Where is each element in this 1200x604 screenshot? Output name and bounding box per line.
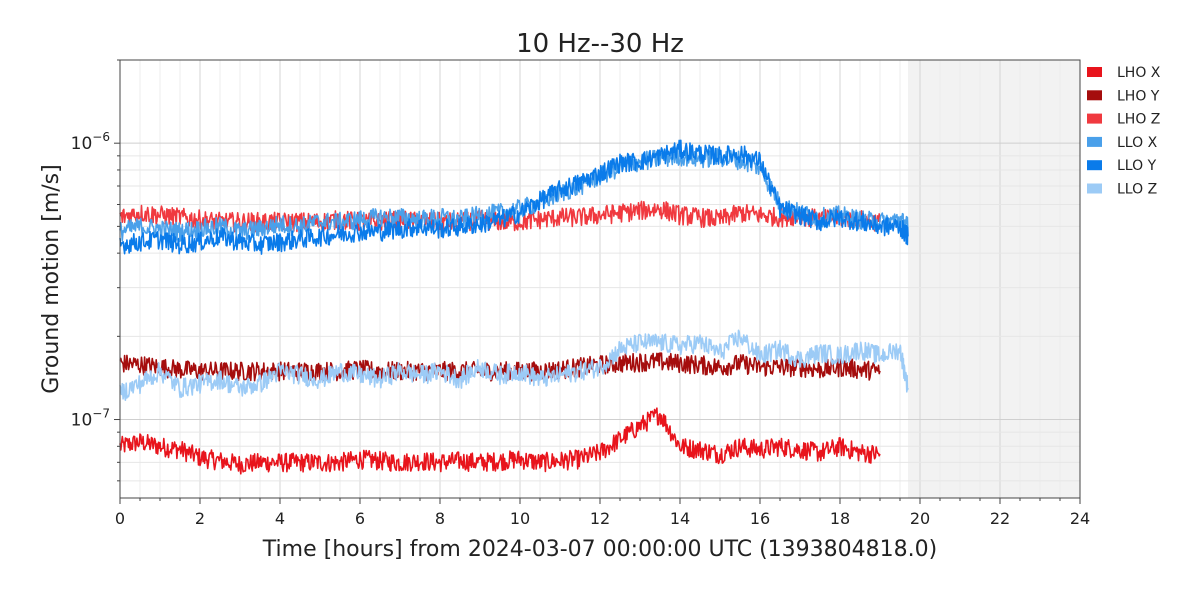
legend-label: LHO Z: [1117, 112, 1160, 128]
legend-label: LHO Y: [1117, 88, 1160, 104]
x-tick-label: 24: [1070, 509, 1090, 528]
legend-swatch: [1087, 67, 1102, 77]
legend-swatch: [1087, 160, 1102, 171]
x-tick-label: 16: [750, 509, 770, 528]
legend-label: LLO Z: [1117, 182, 1157, 198]
legend-swatch: [1087, 183, 1102, 194]
y-tick-label: 10−7: [71, 407, 110, 431]
legend-swatch: [1087, 136, 1102, 147]
chart-title: 10 Hz--30 Hz: [516, 29, 684, 59]
x-tick-label: 8: [435, 509, 445, 528]
series-line-llo-z: [119, 329, 909, 402]
x-tick-label: 12: [590, 509, 610, 528]
x-axis-label: Time [hours] from 2024-03-07 00:00:00 UT…: [262, 537, 937, 562]
x-tick-label: 0: [115, 509, 125, 528]
legend-label: LLO Y: [1117, 158, 1157, 174]
x-tick-label: 6: [355, 509, 365, 528]
x-tick-label: 2: [195, 509, 205, 528]
y-axis-label: Ground motion [m/s]: [39, 164, 64, 393]
legend-swatch: [1087, 113, 1102, 124]
series-line-llo-y: [119, 139, 909, 255]
x-tick-label: 18: [830, 509, 850, 528]
x-tick-label: 22: [990, 509, 1010, 528]
legend-label: LHO X: [1117, 65, 1161, 81]
x-tick-label: 20: [910, 509, 930, 528]
shaded-region: [908, 60, 1080, 498]
x-tick-label: 10: [510, 509, 530, 528]
legend-swatch: [1087, 90, 1102, 101]
y-tick-label: 10−6: [71, 130, 110, 154]
legend-label: LLO X: [1117, 135, 1158, 151]
x-tick-label: 14: [670, 509, 690, 528]
series-line-lho-x: [119, 407, 881, 475]
x-tick-label: 4: [275, 509, 285, 528]
